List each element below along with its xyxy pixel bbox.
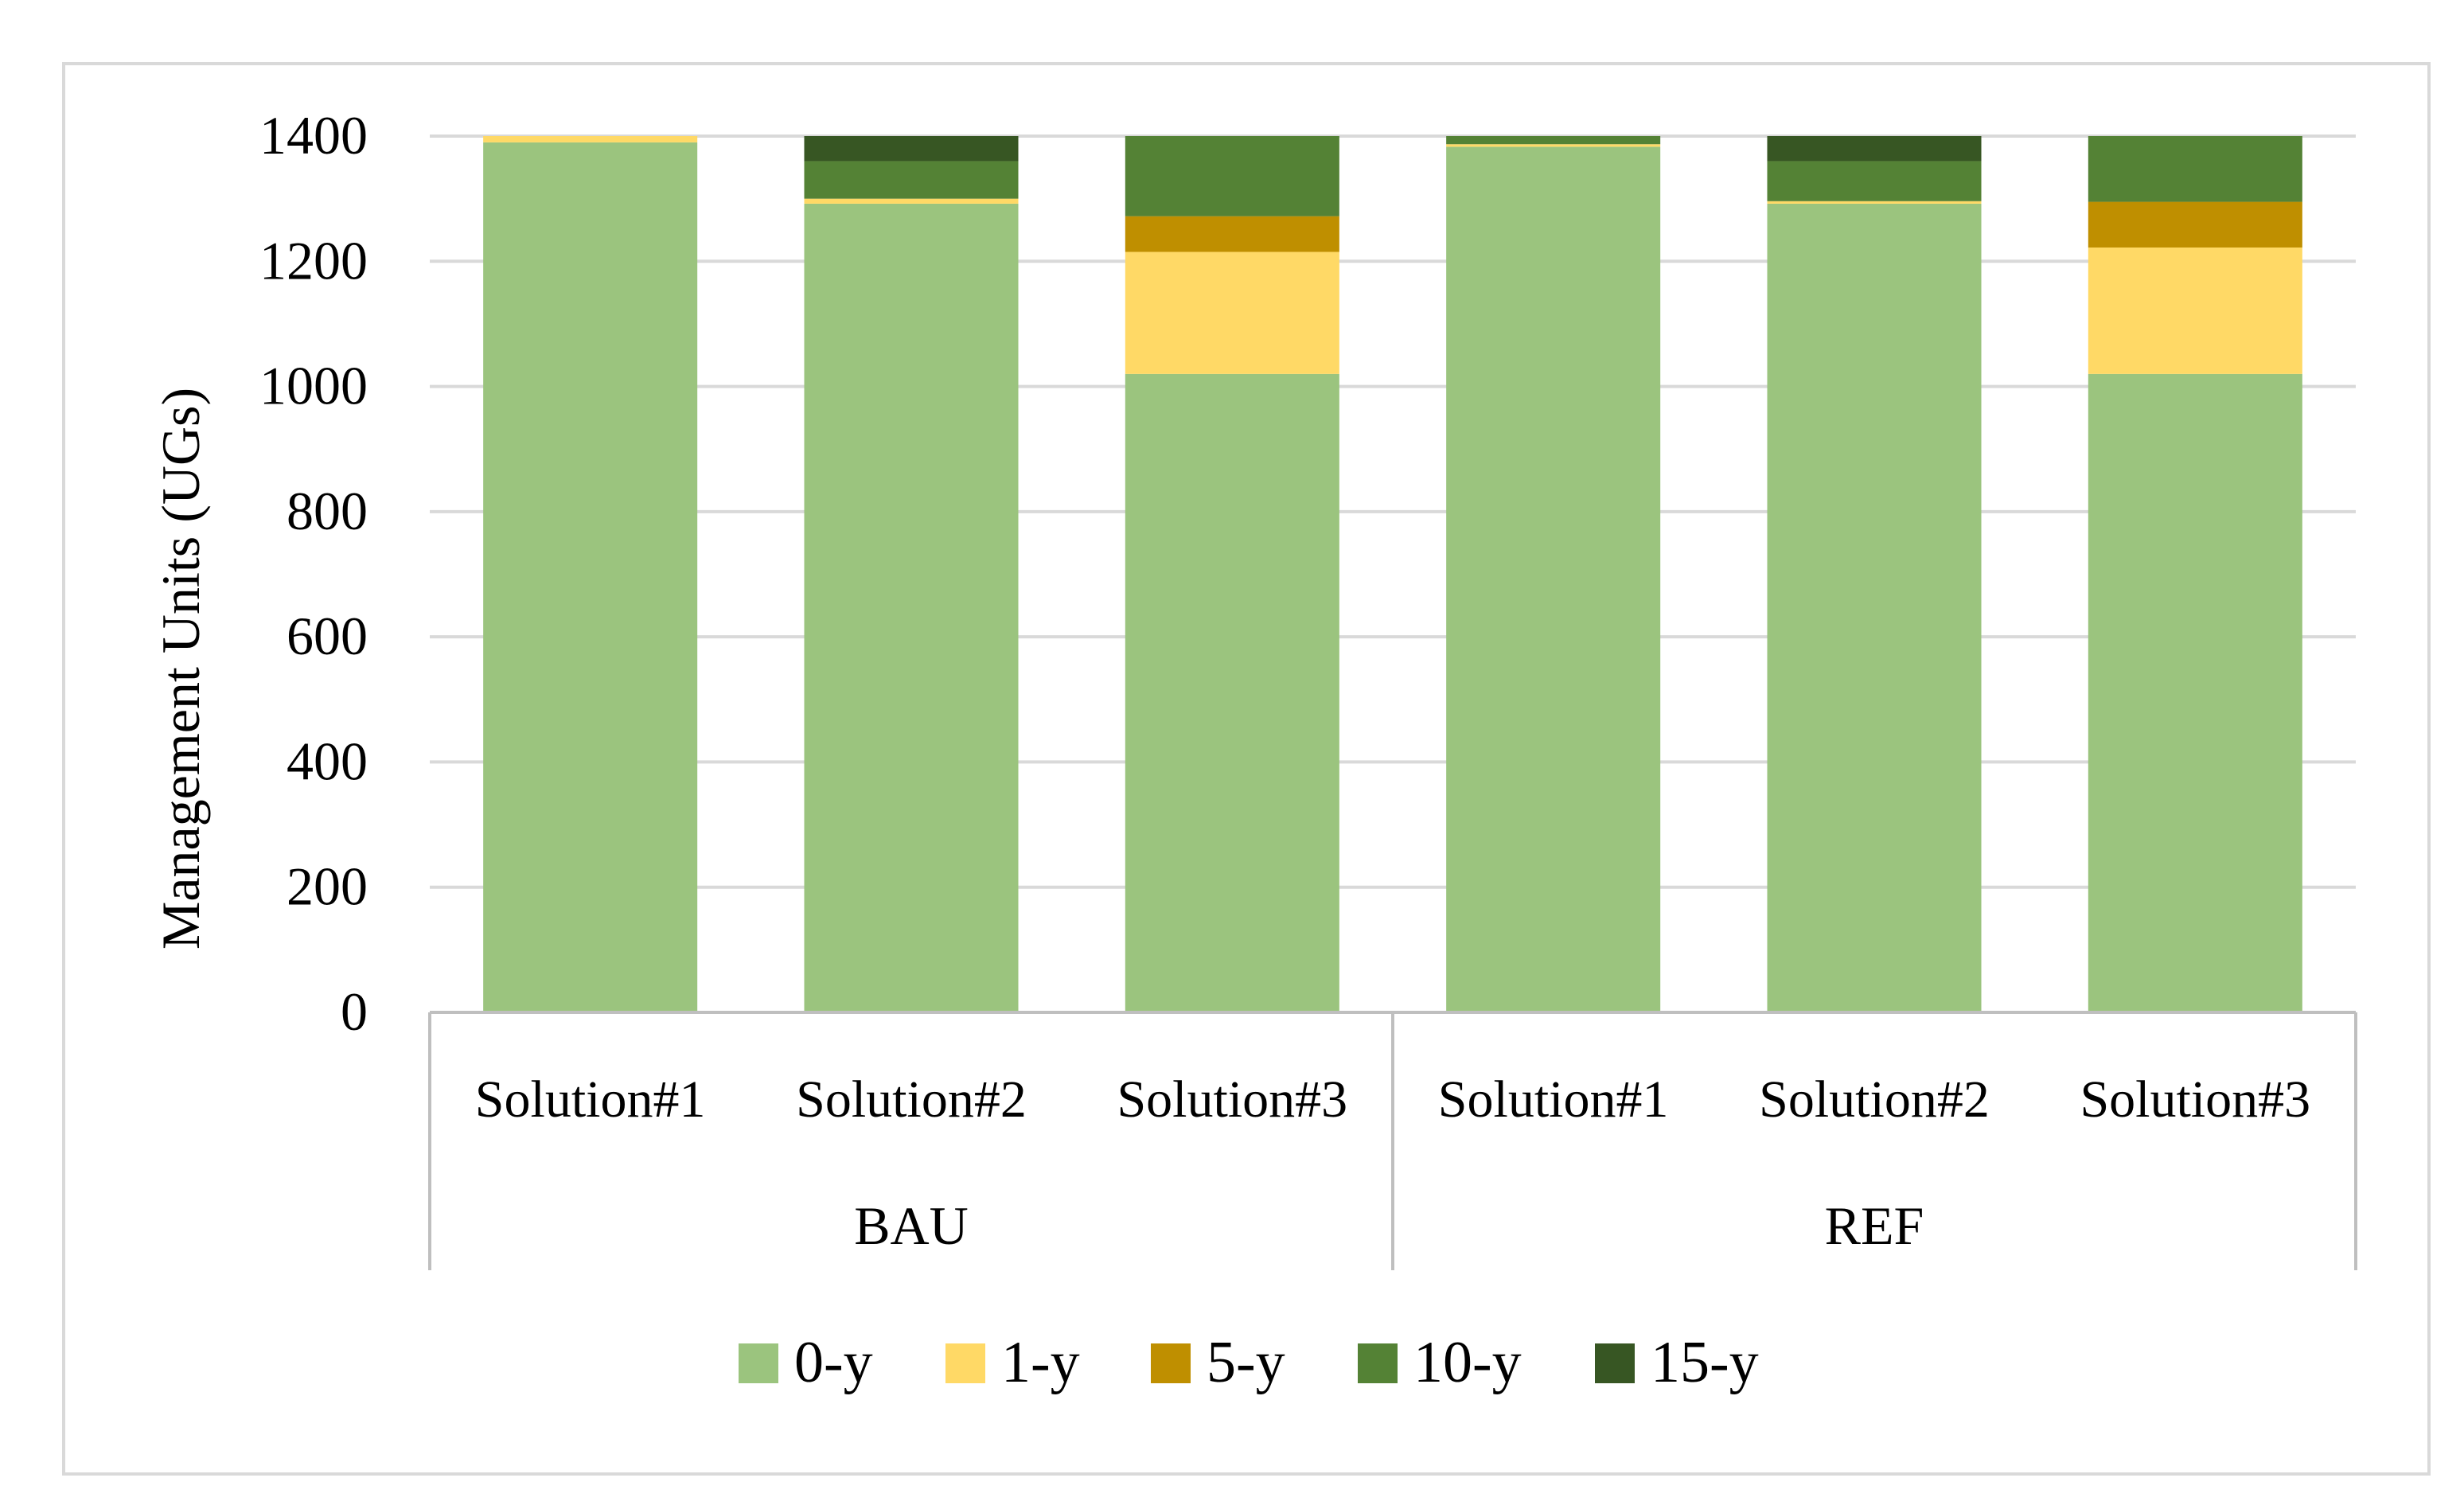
y-tick-labels: 0 200 400 600 800 1000 1200 1400	[259, 105, 368, 1042]
y-tick-label: 1400	[259, 105, 368, 166]
x-group-labels: BAU REF	[854, 1195, 1924, 1256]
legend-label: 10-y	[1413, 1330, 1522, 1395]
bar-segment-15-y	[1767, 136, 1982, 162]
x-category-label: Solution#3	[2080, 1070, 2310, 1129]
bar-segment-0-y	[1767, 203, 1982, 1013]
y-tick-label: 400	[287, 731, 368, 791]
bar-segment-1-y	[1767, 201, 1982, 204]
x-category-label: Solution#2	[1759, 1070, 1990, 1129]
legend-label: 0-y	[794, 1330, 873, 1395]
bar-segment-1-y	[1446, 144, 1661, 147]
y-tick-label: 0	[341, 981, 368, 1042]
legend-swatch-0-y	[739, 1343, 778, 1383]
legend: 0-y 1-y 5-y 10-y 15-y	[739, 1330, 1759, 1395]
x-category-labels: Solution#1 Solution#2 Solution#3 Solution#1…	[475, 1070, 2310, 1129]
bar-segment-0-y	[1446, 146, 1661, 1013]
bars	[483, 136, 2302, 1013]
bar-segment-10-y	[1125, 136, 1339, 216]
bar-segment-10-y	[2088, 136, 2302, 202]
x-category-label: Solution#1	[475, 1070, 706, 1129]
gridlines	[430, 135, 2356, 889]
bar-segment-1-y	[1125, 252, 1339, 374]
x-category-label: Solution#2	[796, 1070, 1027, 1129]
bar-segment-1-y	[2088, 247, 2302, 374]
y-tick-label: 1000	[259, 356, 368, 416]
legend-label: 5-y	[1207, 1330, 1285, 1395]
legend-swatch-1-y	[945, 1343, 985, 1383]
bar-segment-10-y	[1767, 161, 1982, 201]
legend-label: 1-y	[1001, 1330, 1080, 1395]
bar-segment-0-y	[2088, 373, 2302, 1012]
y-tick-label: 200	[287, 856, 368, 917]
bar-segment-0-y	[1125, 373, 1339, 1012]
x-category-label: Solution#1	[1438, 1070, 1669, 1129]
y-axis-title: Management Units (UGs)	[150, 388, 211, 949]
y-tick-label: 600	[287, 606, 368, 666]
legend-swatch-15-y	[1595, 1343, 1635, 1383]
bar-segment-1-y	[804, 198, 1019, 204]
legend-swatch-10-y	[1358, 1343, 1398, 1383]
x-group-label: BAU	[854, 1195, 969, 1256]
axes	[428, 1011, 2357, 1270]
legend-swatch-5-y	[1151, 1343, 1191, 1383]
bar-segment-0-y	[483, 142, 698, 1013]
bar-segment-1-y	[483, 136, 698, 142]
bar-segment-5-y	[1125, 216, 1339, 252]
bar-segment-5-y	[2088, 201, 2302, 248]
x-group-label: REF	[1825, 1195, 1924, 1256]
x-category-label: Solution#3	[1117, 1070, 1347, 1129]
bar-segment-10-y	[1446, 136, 1661, 145]
legend-label: 15-y	[1651, 1330, 1759, 1395]
bar-segment-10-y	[804, 161, 1019, 199]
bar-segment-15-y	[804, 136, 1019, 162]
y-tick-label: 800	[287, 481, 368, 541]
y-tick-label: 1200	[259, 230, 368, 290]
bar-segment-0-y	[804, 203, 1019, 1013]
